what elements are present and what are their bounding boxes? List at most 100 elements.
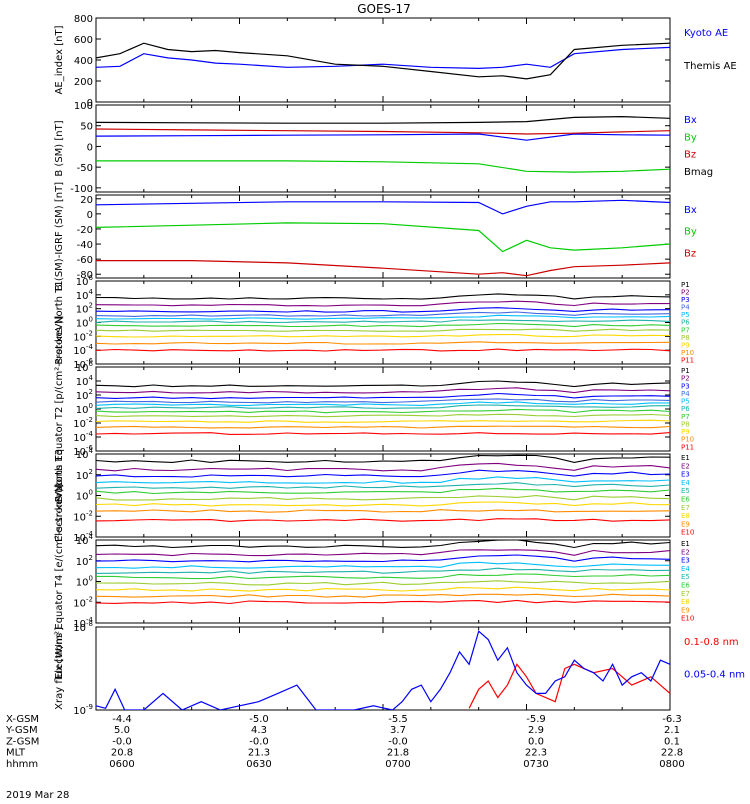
orbit-value: 2.1: [664, 725, 680, 736]
y-axis-label: Xray flux [W/m²]: [54, 627, 65, 710]
y-tick-label: 10-2: [73, 329, 93, 343]
y-tick-label: 50: [80, 122, 93, 133]
y-tick-label: 104: [76, 374, 94, 388]
legend-label: E7: [681, 590, 690, 598]
series-p9: [96, 419, 670, 423]
series-bz: [96, 128, 670, 135]
orbit-value: 0700: [385, 759, 410, 770]
y-tick-label: 600: [74, 35, 93, 46]
series-p7: [96, 322, 670, 328]
y-tick-label: 10-2: [73, 416, 93, 430]
series-e8: [96, 586, 670, 592]
series-e7: [96, 495, 670, 501]
legend-label: Themis AE: [683, 61, 737, 72]
orbit-value: -5.9: [526, 714, 546, 725]
legend-label: P11: [681, 443, 694, 451]
legend-label: P5: [681, 311, 690, 319]
y-tick-label: -60: [77, 255, 93, 266]
legend-label: P11: [681, 356, 694, 364]
legend-label: E8: [681, 598, 690, 606]
legend-label: P6: [681, 405, 690, 413]
orbit-value: -4.4: [112, 714, 132, 725]
legend-label: P4: [681, 390, 690, 398]
panel-2: -100 -50 0 50 100 B (SM) [nT] Bx By Bz Bmag: [54, 101, 713, 195]
series-themis-ae: [96, 42, 670, 80]
series-p5: [96, 314, 670, 320]
orbit-row-label: Z-GSM: [6, 736, 39, 747]
legend-label: E4: [681, 565, 690, 573]
orbit-value: 0.0: [528, 736, 544, 747]
series-p4: [96, 311, 670, 317]
legend-label: P2: [681, 289, 690, 297]
legend-label: P5: [681, 398, 690, 406]
y-tick-label: 100: [76, 402, 93, 416]
orbit-value: 0630: [246, 759, 271, 770]
legend-label: E9: [681, 520, 690, 528]
panel-frame: [95, 366, 671, 452]
legend-label: P8: [681, 334, 690, 342]
panel-frame: [95, 17, 671, 103]
orbit-value: 22.8: [661, 748, 683, 759]
series-e4: [96, 561, 670, 569]
orbit-value: 4.3: [251, 725, 267, 736]
series-p6: [96, 319, 670, 324]
orbit-value: 5.0: [114, 725, 130, 736]
y-tick-label: -50: [77, 163, 93, 174]
y-tick-label: 400: [74, 56, 93, 67]
series-e10: [96, 518, 670, 522]
legend-label: E1: [681, 540, 690, 548]
orbit-value: 0730: [523, 759, 548, 770]
y-tick-label: 104: [76, 447, 94, 461]
y-tick-label: -80: [77, 270, 93, 281]
legend-label: P7: [681, 413, 690, 421]
series-p4: [96, 398, 670, 404]
y-axis-label: Electrons North T3: [54, 449, 65, 542]
legend-label: E3: [681, 471, 690, 479]
y-tick-label: 0: [87, 98, 93, 109]
legend-label: E10: [681, 529, 694, 537]
series-e9: [96, 509, 670, 513]
series-e6: [96, 487, 670, 495]
y-tick-label: 102: [76, 302, 93, 316]
series-e10: [96, 599, 670, 605]
y-tick-label: 100: [76, 575, 93, 589]
legend-label: P3: [681, 296, 690, 304]
series-e2: [96, 462, 670, 472]
legend-label: E9: [681, 606, 690, 614]
legend-label: P10: [681, 349, 694, 357]
series-e1: [96, 540, 670, 549]
legend-label: E3: [681, 557, 690, 565]
y-tick-label: 10-8: [73, 620, 93, 634]
legend-label: P2: [681, 375, 690, 383]
legend-label: 0.05-0.4 nm: [684, 670, 745, 681]
y-tick-label: 100: [76, 489, 93, 503]
series-e5: [96, 567, 670, 574]
y-tick-label: 102: [76, 468, 93, 482]
series-p3: [96, 307, 670, 313]
y-tick-label: 100: [76, 316, 93, 330]
series-p2: [96, 387, 670, 394]
legend-label: Bz: [684, 150, 696, 161]
series-e7: [96, 580, 670, 586]
orbit-value: 2.9: [528, 725, 544, 736]
y-tick-label: 0: [87, 142, 93, 153]
legend-label: E1: [681, 454, 690, 462]
series-e3: [96, 554, 670, 563]
series-by: [96, 160, 670, 173]
orbit-value: 22.3: [525, 748, 547, 759]
series-e4: [96, 476, 670, 484]
legend-label: P3: [681, 382, 690, 390]
series-p3: [96, 392, 670, 400]
plot-title: GOES-17: [357, 2, 411, 16]
orbit-value: 21.8: [387, 748, 409, 759]
panel-8: 10-9 10-8 Xray flux [W/m²] 0.1-0.8 nm 0.05-0…: [54, 620, 745, 717]
series-bz: [96, 260, 670, 277]
y-axis-label: B (SM) [nT]: [54, 120, 65, 176]
panel-frame: [95, 194, 671, 279]
orbit-value: 0.1: [664, 736, 680, 747]
legend-label: P1: [681, 367, 690, 375]
